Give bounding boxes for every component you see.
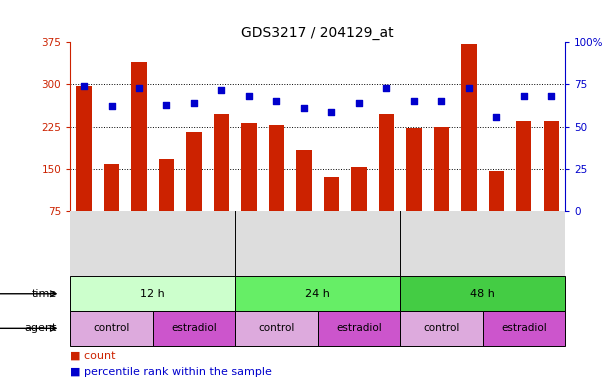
Bar <box>483 311 565 346</box>
Point <box>79 83 89 89</box>
Point <box>437 98 447 104</box>
Text: control: control <box>423 323 459 333</box>
Bar <box>400 311 483 346</box>
Text: agent: agent <box>24 323 56 333</box>
Point <box>381 85 392 91</box>
Point <box>409 98 419 104</box>
Point <box>272 98 282 104</box>
Point <box>492 114 502 120</box>
Bar <box>379 114 394 211</box>
Bar <box>70 276 235 311</box>
Point <box>354 100 364 106</box>
Bar <box>153 311 235 346</box>
Bar <box>70 311 153 346</box>
Text: control: control <box>93 323 130 333</box>
Bar <box>159 159 174 211</box>
Bar <box>406 128 422 211</box>
Text: 24 h: 24 h <box>306 289 330 299</box>
Bar <box>241 123 257 211</box>
Point <box>464 85 474 91</box>
Bar <box>76 86 92 211</box>
Bar <box>296 151 312 211</box>
Title: GDS3217 / 204129_at: GDS3217 / 204129_at <box>241 26 394 40</box>
Text: control: control <box>258 323 295 333</box>
Bar <box>489 171 504 211</box>
Bar <box>461 45 477 211</box>
Point <box>107 103 117 109</box>
Text: estradiol: estradiol <box>171 323 217 333</box>
Bar <box>351 167 367 211</box>
Bar <box>186 132 202 211</box>
Text: 12 h: 12 h <box>141 289 165 299</box>
Point <box>161 102 171 108</box>
Bar <box>235 311 318 346</box>
Bar <box>400 276 565 311</box>
Bar <box>516 121 532 211</box>
Bar <box>324 177 339 211</box>
Bar <box>131 62 147 211</box>
Text: estradiol: estradiol <box>501 323 547 333</box>
Bar <box>214 114 229 211</box>
Bar <box>269 125 284 211</box>
Point <box>189 100 199 106</box>
Text: ■ count: ■ count <box>70 350 115 360</box>
Text: 48 h: 48 h <box>470 289 495 299</box>
Point <box>327 108 337 114</box>
Text: ■ percentile rank within the sample: ■ percentile rank within the sample <box>70 367 272 377</box>
Point <box>299 105 309 111</box>
Point <box>519 93 529 99</box>
Bar <box>235 276 400 311</box>
Text: estradiol: estradiol <box>336 323 382 333</box>
Bar <box>434 127 449 211</box>
Text: time: time <box>31 289 56 299</box>
Point <box>217 86 227 93</box>
Point <box>244 93 254 99</box>
Bar <box>318 311 400 346</box>
Point <box>547 93 557 99</box>
Point <box>134 85 144 91</box>
Bar <box>544 121 559 211</box>
Bar <box>104 164 119 211</box>
